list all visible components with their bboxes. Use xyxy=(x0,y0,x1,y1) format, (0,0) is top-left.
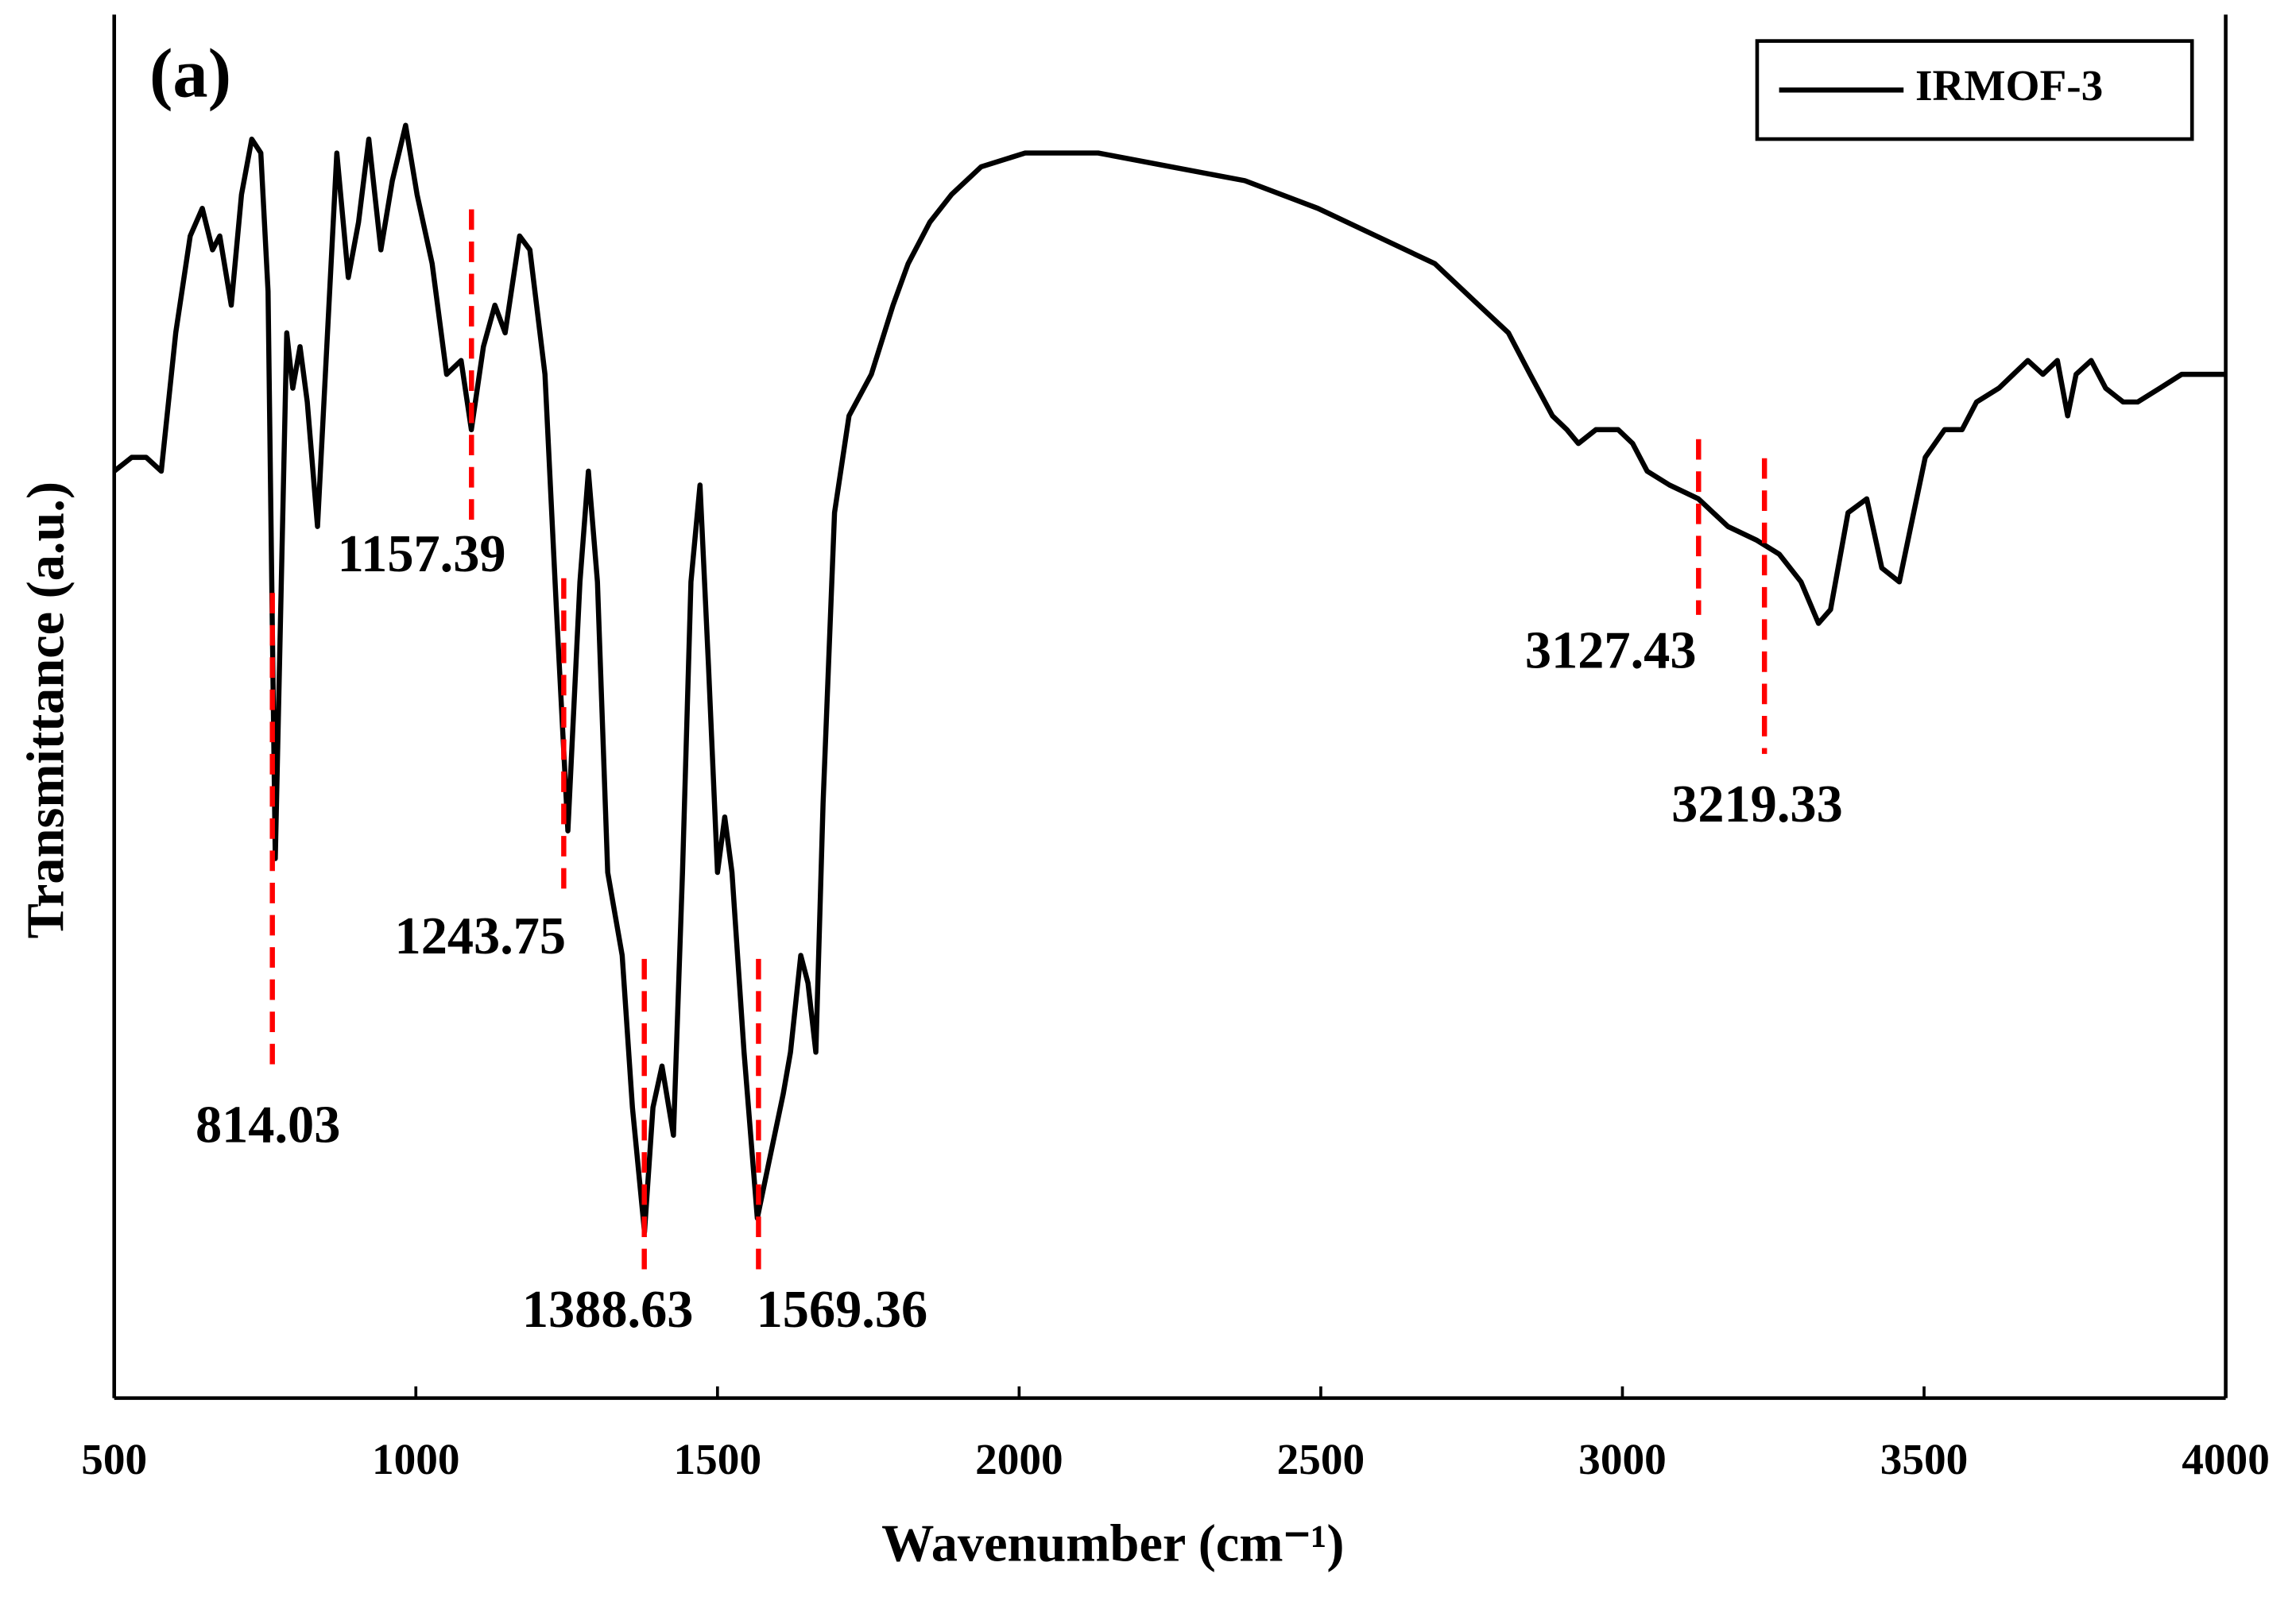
annotation-label: 814.03 xyxy=(196,1096,340,1154)
annotation-label: 1569.36 xyxy=(757,1281,928,1339)
legend-label: IRMOF-3 xyxy=(1915,61,2103,110)
panel-label: (a) xyxy=(149,35,231,113)
x-axis-label: Wavenumber (cm⁻¹) xyxy=(881,1515,1344,1573)
x-tick-label: 3500 xyxy=(1880,1435,1969,1483)
x-tick-label: 4000 xyxy=(2182,1435,2270,1483)
annotation-label: 1388.63 xyxy=(522,1281,694,1339)
annotation-label: 3127.43 xyxy=(1525,622,1697,680)
x-tick-label: 1500 xyxy=(674,1435,762,1483)
annotation-label: 1157.39 xyxy=(338,525,506,583)
x-tick-label: 3000 xyxy=(1578,1435,1667,1483)
x-tick-label: 1000 xyxy=(372,1435,460,1483)
annotation-label: 1243.75 xyxy=(395,907,567,965)
data-line xyxy=(112,122,2226,1235)
x-tick-label: 2500 xyxy=(1277,1435,1365,1483)
x-tick-label: 2000 xyxy=(975,1435,1063,1483)
x-tick-label: 500 xyxy=(81,1435,147,1483)
annotation-label: 3219.33 xyxy=(1671,775,1843,833)
y-axis-label: Transmittance (a.u.) xyxy=(17,481,76,938)
